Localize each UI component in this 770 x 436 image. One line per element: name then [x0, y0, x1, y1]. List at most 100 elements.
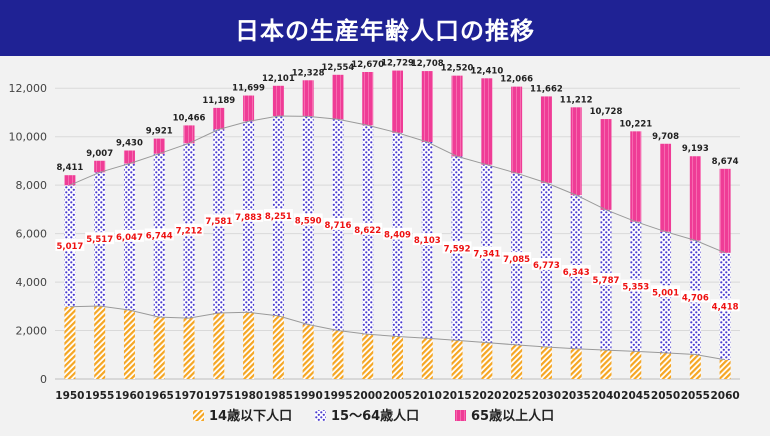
x-tick-label: 1975 — [204, 390, 233, 402]
total-label: 12,670 — [351, 60, 384, 70]
working-age-label: 5,517 — [86, 235, 113, 245]
population-chart: 0 2,000 4,000 6,000 8,000 10,000 12,000 8,411 5,… — [9, 59, 740, 424]
working-label-bg — [442, 241, 472, 254]
working-age-label: 8,590 — [295, 216, 322, 226]
bar-segment-elderly — [630, 131, 642, 222]
bar-segment-young — [392, 336, 403, 379]
x-tick-label: 2030 — [532, 390, 561, 402]
total-label: 12,520 — [441, 64, 474, 74]
title-bar: 日本の生産年齢人口の推移 — [0, 0, 770, 56]
working-label-bg — [353, 222, 383, 235]
working-age-label: 8,103 — [414, 236, 441, 246]
x-tick-label: 2020 — [472, 390, 501, 402]
bar-segment-elderly — [719, 168, 731, 253]
working-age-label: 6,343 — [563, 268, 590, 278]
working-label-bg — [412, 233, 442, 246]
bar-segment-young — [511, 344, 523, 379]
working-age-label: 5,017 — [56, 242, 83, 252]
working-age-label: 5,353 — [622, 283, 649, 293]
legend-swatch — [315, 410, 326, 421]
total-label: 12,066 — [500, 75, 533, 85]
total-label: 11,662 — [530, 84, 563, 94]
trend-line-working-top — [69, 115, 726, 254]
bar-segment-young — [719, 359, 731, 379]
x-tick-label: 2055 — [681, 390, 710, 402]
bar-segment-elderly — [451, 75, 463, 157]
bar-segment-elderly — [511, 86, 523, 174]
total-label: 9,007 — [86, 149, 113, 159]
x-tick-label: 1995 — [323, 390, 352, 402]
working-label-bg — [383, 227, 412, 240]
legend-label: 15〜64歳人口 — [331, 408, 419, 424]
working-label-bg — [204, 214, 234, 227]
total-label: 12,328 — [292, 68, 325, 78]
bar-segment-elderly — [600, 119, 612, 210]
total-label: 12,729 — [381, 59, 414, 69]
total-label: 9,193 — [682, 144, 709, 154]
chart-area: 0 2,000 4,000 6,000 8,000 10,000 12,000 8,411 5,… — [0, 56, 770, 436]
bar-segment-young — [660, 352, 672, 379]
bar-segment-elderly — [183, 125, 195, 144]
working-label-bg — [710, 299, 740, 312]
y-tick-label: 0 — [40, 373, 47, 386]
legend-label: 65歳以上人口 — [471, 408, 554, 424]
working-age-label: 7,212 — [176, 227, 203, 237]
legend-label: 14歳以下人口 — [209, 408, 292, 424]
x-tick-label: 1965 — [145, 390, 174, 402]
bar-segment-young — [213, 313, 225, 379]
working-label-bg — [263, 208, 293, 221]
bar-segment-young — [451, 340, 463, 379]
working-label-bg — [531, 257, 561, 270]
working-label-bg — [472, 246, 502, 259]
bar-segment-young — [421, 338, 433, 379]
total-label: 12,708 — [411, 59, 444, 69]
working-label-bg — [174, 223, 204, 236]
working-age-label: 4,418 — [712, 302, 739, 312]
total-label: 12,410 — [470, 66, 503, 76]
working-age-label: 7,883 — [235, 213, 262, 223]
working-age-label: 6,773 — [533, 261, 560, 271]
total-label: 8,674 — [712, 157, 739, 167]
bar-segment-young — [94, 306, 106, 379]
legend-swatch — [193, 410, 204, 421]
total-label: 11,189 — [202, 96, 235, 106]
working-age-label: 8,251 — [265, 212, 292, 222]
total-label: 11,699 — [232, 84, 265, 94]
working-label-bg — [85, 232, 115, 245]
x-tick-label: 1960 — [115, 390, 144, 402]
bar-segment-elderly — [332, 74, 344, 120]
y-tick-label: 12,000 — [9, 82, 48, 95]
total-label: 11,212 — [560, 95, 593, 105]
bar-segment-elderly — [213, 107, 225, 130]
total-label: 12,554 — [322, 63, 355, 73]
trend-line-young-top — [69, 305, 726, 361]
bar-segment-young — [362, 334, 374, 379]
bar-segment-elderly — [64, 175, 76, 186]
total-label: 10,466 — [173, 113, 206, 123]
bar-segment-elderly — [243, 95, 255, 122]
y-tick-label: 10,000 — [9, 131, 48, 144]
bar-segment-young — [153, 317, 165, 379]
x-tick-label: 2015 — [442, 390, 471, 402]
bar-segment-elderly — [392, 70, 403, 133]
x-tick-label: 2035 — [562, 390, 591, 402]
working-age-label: 8,716 — [324, 221, 351, 231]
bar-segment-elderly — [94, 160, 106, 173]
total-label: 9,708 — [652, 132, 679, 142]
x-tick-label: 2010 — [413, 390, 442, 402]
working-label-bg — [144, 228, 174, 241]
working-label-bg — [293, 213, 323, 226]
working-age-label: 7,341 — [473, 250, 500, 260]
bar-segment-young — [64, 306, 76, 379]
bar-segment-elderly — [272, 85, 284, 116]
working-age-label: 8,409 — [384, 231, 411, 241]
bar-segment-young — [243, 312, 255, 379]
bar-segment-elderly — [153, 138, 165, 154]
legend-swatch — [455, 410, 466, 421]
bar-segment-young — [540, 346, 552, 379]
x-tick-label: 2000 — [353, 390, 382, 402]
y-tick-label: 2,000 — [16, 325, 48, 338]
working-label-bg — [680, 290, 710, 303]
bar-segment-elderly — [481, 78, 493, 165]
